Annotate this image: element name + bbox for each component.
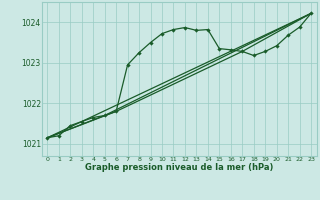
X-axis label: Graphe pression niveau de la mer (hPa): Graphe pression niveau de la mer (hPa) xyxy=(85,163,273,172)
